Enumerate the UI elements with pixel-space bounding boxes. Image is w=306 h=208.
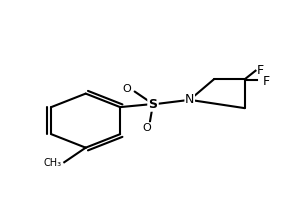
Text: F: F (257, 64, 264, 77)
Text: O: O (143, 123, 151, 133)
Text: N: N (185, 93, 194, 106)
Text: S: S (148, 98, 158, 110)
Text: CH₃: CH₃ (43, 158, 61, 168)
Text: F: F (263, 75, 270, 88)
Text: O: O (123, 84, 131, 94)
